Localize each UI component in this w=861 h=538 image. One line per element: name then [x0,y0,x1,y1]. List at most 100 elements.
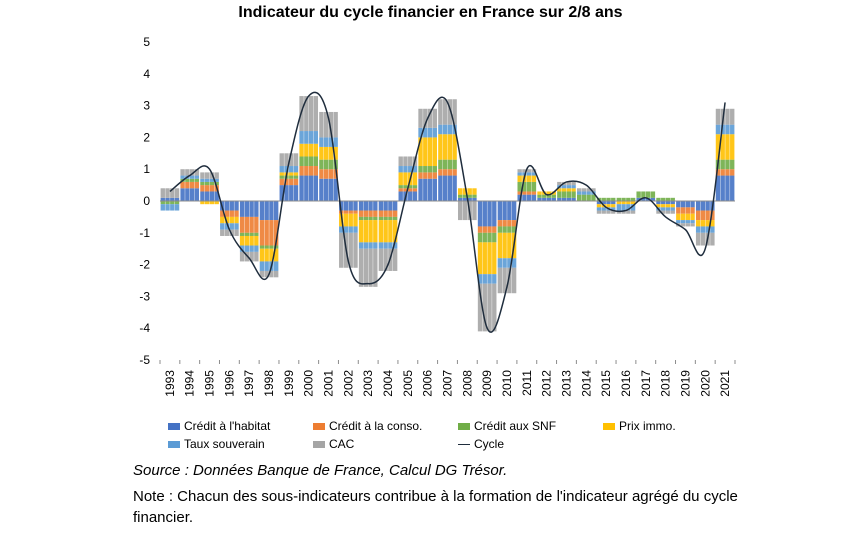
bar-segment [383,210,388,217]
bar-segment [546,191,552,195]
bar-segment [730,159,735,170]
bar-segment [665,207,671,211]
bar-segment [527,175,532,182]
bar-segment [438,169,443,176]
bar-segment [274,220,279,246]
bar-segment [200,172,205,179]
bar-segment [403,188,408,192]
bar-segment [333,169,338,179]
bar-segment [596,210,602,214]
bar-segment [661,197,666,201]
bar-segment [293,175,299,179]
bar-segment [279,175,284,179]
bar-segment [452,159,457,170]
bar-segment [363,248,368,287]
bar-segment [224,223,230,230]
bar-segment [606,210,611,214]
bar-segment [531,175,537,182]
bar-segment [705,210,710,221]
bar-segment [214,181,219,186]
bar-segment [676,213,681,221]
bar-segment [566,185,572,189]
bar-segment [621,197,626,201]
bar-segment [447,169,453,176]
bar-segment [392,216,398,221]
x-tick-label: 2016 [619,370,633,397]
x-tick-label: 1997 [242,370,256,397]
bar-segment [398,156,403,167]
bar-segment [447,175,453,201]
y-tick-label: 2 [143,130,150,144]
bar-segment [601,201,606,205]
bar-segment [571,188,576,192]
bar-segment [438,175,443,201]
bar-segment [571,181,576,186]
bar-segment [670,210,675,214]
bar-segment [264,248,269,262]
bar-segment [254,251,259,262]
bar-segment [299,166,304,176]
bar-segment [353,210,358,214]
bar-segment [308,131,314,144]
bar-segment [194,178,200,182]
bar-segment [680,220,686,224]
bar-segment [165,197,170,201]
bar-segment [412,188,418,192]
x-tick-label: 2009 [480,370,494,397]
bar-segment [293,178,299,186]
bar-segment [695,220,701,227]
bar-segment [423,166,428,173]
bar-segment [189,178,195,182]
bar-segment [194,181,200,189]
bar-segment [368,210,373,217]
bar-segment [333,146,338,160]
bar-segment [403,172,408,186]
bar-segment [695,201,701,211]
x-tick-label: 2000 [302,370,316,397]
bar-segment [373,220,378,243]
bar-segment [680,207,686,214]
bar-segment [497,220,503,227]
bar-segment [358,210,364,217]
bar-segment [492,232,497,243]
bar-segment [720,124,725,135]
bar-segment [725,134,730,160]
bar-segment [388,201,393,211]
y-tick-label: -3 [139,289,150,303]
bar-segment [432,108,437,128]
bar-segment [313,175,319,201]
bar-segment [174,201,180,205]
bar-segment [720,159,725,170]
chart-plot: 5 4 3 2 1 0 -1 -2 -3 -4 -5 1993 1994 1995 1996 1997 1998… [139,35,736,397]
bar-segment [185,188,190,201]
bar-segment [690,213,695,221]
bar-segment [209,181,215,186]
bar-segment [705,220,710,227]
bar-segment [418,178,423,201]
bar-segment [383,220,388,243]
bar-segment [432,137,437,167]
bar-segment [680,213,686,221]
bar-segment [323,111,329,138]
bar-segment [239,201,245,217]
bar-segment [606,204,611,208]
bar-segment [438,99,443,125]
bar-segment [566,181,572,186]
bar-segment [383,216,388,221]
bar-segment [209,178,215,182]
bar-segment [259,245,265,249]
bar-segment [299,143,304,157]
bar-segment [630,197,636,201]
bar-segment [502,232,507,259]
bar-segment [200,191,205,201]
x-tick-label: 2017 [639,370,653,397]
bar-segment [432,178,437,201]
bar-segment [695,226,701,233]
bar-segment [358,216,364,221]
bar-segment [229,216,234,224]
legend-label: Cycle [474,437,505,451]
bar-segment [323,159,329,170]
bar-segment [319,169,324,179]
bar-segment [180,181,185,189]
bar-segment [244,201,250,217]
